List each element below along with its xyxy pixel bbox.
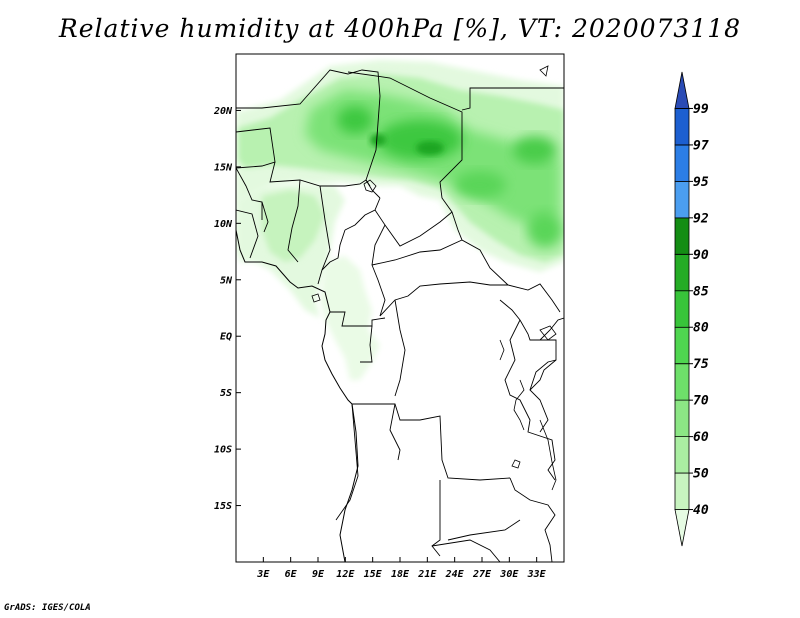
colorbar-label: 75 bbox=[693, 357, 709, 372]
country-borders bbox=[236, 69, 564, 562]
lat-tick-label: 10N bbox=[214, 219, 233, 230]
lon-tick-label: 30E bbox=[499, 569, 519, 580]
colorbar-swatch bbox=[674, 144, 690, 182]
humidity-area-congo bbox=[320, 256, 380, 380]
lat-tick-label: EQ bbox=[220, 332, 232, 343]
grads-credit: GrADS: IGES/COLA bbox=[4, 603, 91, 613]
colorbar-label: 97 bbox=[693, 138, 709, 153]
colorbar-label: 85 bbox=[693, 284, 709, 299]
coastline bbox=[236, 229, 359, 562]
lat-tick-label: 5S bbox=[220, 388, 232, 399]
colorbar-swatch bbox=[674, 509, 690, 547]
humidity-core-1 bbox=[378, 120, 462, 160]
colorbar-swatch bbox=[674, 253, 690, 292]
humidity-core-6 bbox=[416, 141, 444, 155]
humidity-core-4 bbox=[454, 171, 506, 199]
colorbar-label: 50 bbox=[693, 467, 709, 482]
lon-tick-label: 3E bbox=[256, 569, 270, 580]
humidity-core-5 bbox=[527, 212, 563, 248]
colorbar-label: 95 bbox=[693, 175, 709, 190]
colorbar: 40 50 60 70 75 80 85 90 92 95 97 99 bbox=[674, 71, 709, 547]
colorbar-swatch bbox=[674, 399, 690, 438]
colorbar-swatch bbox=[674, 217, 690, 255]
humidity-area-midwest bbox=[262, 190, 325, 262]
latitude-axis: 20N 15N 10N 5N EQ 5S 10S 15S bbox=[213, 106, 241, 512]
lon-tick-label: 24E bbox=[445, 569, 465, 580]
colorbar-label: 40 bbox=[693, 503, 709, 518]
colorbar-swatch bbox=[674, 436, 690, 474]
lat-tick-label: 15S bbox=[214, 501, 232, 512]
lat-tick-label: 10S bbox=[214, 445, 232, 456]
lon-tick-label: 6E bbox=[285, 569, 298, 580]
colorbar-label: 99 bbox=[693, 102, 709, 117]
map-title: Relative humidity at 400hPa [%], VT: 202… bbox=[58, 14, 742, 43]
lon-tick-label: 12E bbox=[336, 569, 355, 580]
lon-tick-label: 33E bbox=[527, 569, 547, 580]
lon-tick-label: 15E bbox=[364, 569, 383, 580]
lat-tick-label: 5N bbox=[220, 275, 233, 286]
colorbar-label: 80 bbox=[693, 321, 709, 336]
lat-tick-label: 15N bbox=[214, 162, 233, 173]
colorbar-swatch bbox=[674, 290, 690, 328]
colorbar-label: 92 bbox=[693, 211, 709, 226]
colorbar-label: 60 bbox=[693, 430, 709, 445]
humidity-core-7 bbox=[370, 134, 386, 146]
colorbar-swatch bbox=[674, 326, 690, 365]
humidity-field bbox=[236, 60, 564, 380]
lon-tick-label: 9E bbox=[312, 569, 325, 580]
humidity-core-3 bbox=[513, 136, 557, 164]
lon-tick-label: 18E bbox=[391, 569, 410, 580]
colorbar-label: 70 bbox=[693, 394, 709, 409]
longitude-axis: 3E 6E 9E 12E 15E 18E 21E 24E 27E 30E 33E bbox=[256, 557, 547, 580]
humidity-core-2 bbox=[337, 106, 373, 134]
lat-tick-label: 20N bbox=[213, 106, 233, 117]
colorbar-swatch bbox=[674, 472, 690, 510]
lon-tick-label: 21E bbox=[417, 569, 437, 580]
colorbar-swatch bbox=[674, 108, 690, 146]
colorbar-swatch bbox=[674, 363, 690, 401]
lakes bbox=[311, 65, 557, 491]
colorbar-label: 90 bbox=[693, 248, 709, 263]
lon-tick-label: 27E bbox=[472, 569, 492, 580]
colorbar-swatch bbox=[674, 71, 690, 109]
colorbar-swatch bbox=[674, 180, 690, 219]
